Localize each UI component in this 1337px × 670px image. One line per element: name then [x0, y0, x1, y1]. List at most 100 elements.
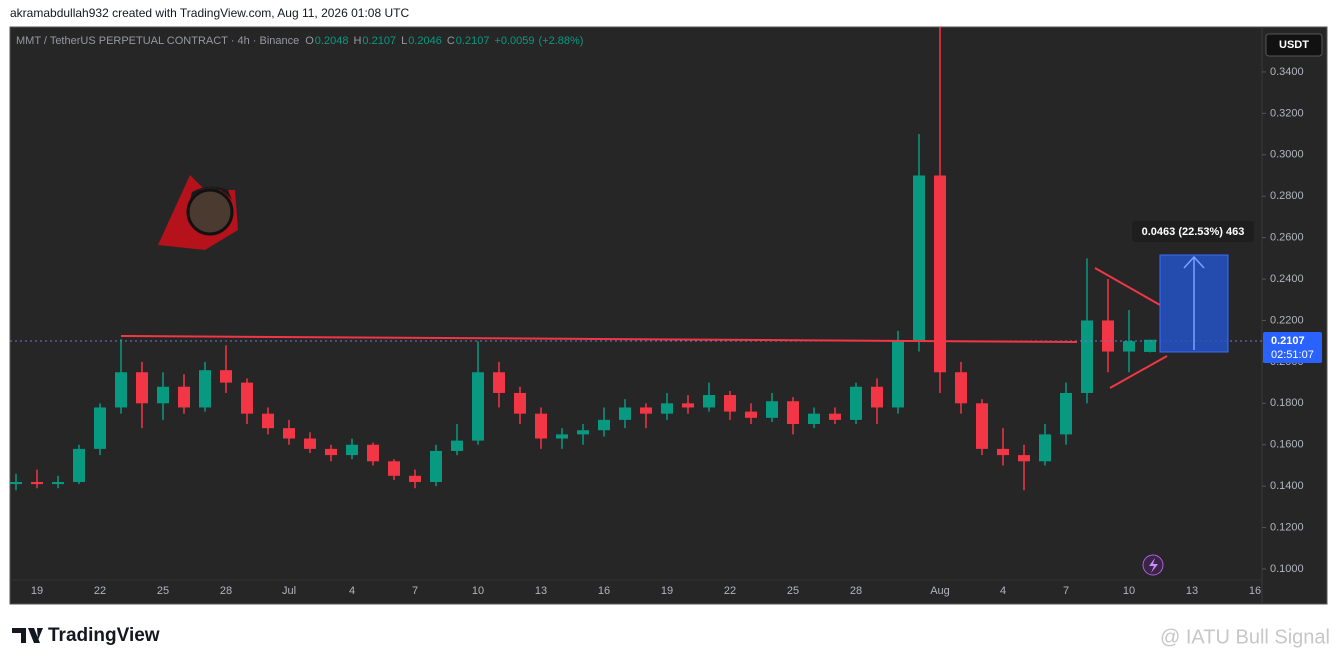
candle-body: [178, 386, 190, 408]
triangle-lower: [1109, 355, 1168, 389]
measure-label: 0.0463 (22.53%) 463: [1142, 226, 1245, 238]
candle-body: [850, 386, 862, 420]
x-tick-label: 7: [412, 585, 418, 597]
y-tick-label: 0.1800: [1270, 397, 1304, 409]
symbol: MMT / TetherUS PERPETUAL CONTRACT · 4h ·…: [16, 35, 299, 47]
candle-body: [388, 461, 400, 476]
y-tick-label: 0.1200: [1270, 521, 1304, 533]
legend-key: H: [353, 35, 361, 47]
x-axis: 19 22 25 28 Jul 4 7 10 13 16 19 22 25 28 Aug 4 7 10 13 16: [31, 585, 1261, 597]
legend-change-pct: (+2.88%): [539, 35, 584, 47]
candles: [10, 26, 1156, 491]
x-tick-label: 10: [472, 585, 484, 597]
triangle-upper: [1094, 267, 1161, 306]
x-tick-label: 19: [661, 585, 673, 597]
candle-body: [1081, 320, 1093, 393]
candle-body: [724, 395, 736, 412]
candle-body: [829, 413, 841, 420]
x-tick-label: 16: [1249, 585, 1261, 597]
candle-body: [241, 382, 253, 414]
currency-box[interactable]: [1265, 33, 1323, 57]
candle-body: [367, 444, 379, 462]
candle-body: [598, 419, 610, 431]
candle-body: [304, 438, 316, 449]
countdown: 02:51:07: [1271, 349, 1314, 361]
candle-body: [136, 372, 148, 404]
y-tick-label: 0.2800: [1270, 190, 1304, 202]
legend-change: +0.0059: [494, 35, 534, 47]
candle-body: [766, 401, 778, 418]
candle-body: [892, 341, 904, 408]
candle-body: [661, 403, 673, 414]
x-tick-label: Aug: [930, 585, 950, 597]
candle-body: [1123, 341, 1135, 352]
x-tick-label: 22: [724, 585, 736, 597]
legend-key: L: [401, 35, 407, 47]
candle-body: [703, 395, 715, 408]
candle-body: [430, 450, 442, 483]
price-tag: [1263, 332, 1322, 363]
y-axis: 0.10000.12000.14000.16000.18000.20000.22…: [1262, 66, 1304, 575]
candle-body: [808, 413, 820, 425]
candle-body: [94, 407, 106, 449]
candle-body: [409, 475, 421, 483]
legend-value: 0.2107: [456, 35, 490, 47]
candle-body: [73, 448, 85, 483]
y-tick-label: 0.2200: [1270, 314, 1304, 326]
candle-body: [955, 372, 967, 404]
credit: akramabdullah932 created with TradingVie…: [10, 6, 409, 20]
candle-body: [472, 372, 484, 441]
candle-body: [10, 482, 22, 485]
legend-value: 0.2107: [362, 35, 396, 47]
avatar-logo: [158, 175, 238, 250]
y-tick-label: 0.1000: [1270, 563, 1304, 575]
x-tick-label: Jul: [282, 585, 296, 597]
candle-body: [997, 448, 1009, 456]
x-tick-label: 28: [850, 585, 862, 597]
candle-body: [1039, 434, 1051, 462]
lightning-bolt: [1149, 558, 1158, 573]
logo-hair: [190, 186, 232, 200]
candle-body: [220, 370, 232, 383]
candle-body: [787, 401, 799, 425]
x-tick-label: 28: [220, 585, 232, 597]
watermark: @ IATU Bull Signal: [1160, 626, 1330, 648]
candle-body: [1144, 339, 1156, 352]
currency[interactable]: USDT: [1279, 39, 1309, 51]
candle-body: [1102, 320, 1114, 352]
measure-tag: [1132, 221, 1254, 242]
candle-body: [514, 392, 526, 414]
y-tick-label: 0.1400: [1270, 480, 1304, 492]
logo-face: [186, 188, 234, 236]
drawings: 0.0463 (22.53%) 463: [10, 221, 1262, 389]
legend: MMT / TetherUS PERPETUAL CONTRACT · 4h ·…: [16, 35, 583, 47]
candle-body: [913, 175, 925, 342]
x-tick-label: 10: [1123, 585, 1135, 597]
brand-name: TradingView: [48, 625, 160, 646]
candle-body: [934, 175, 946, 373]
candle-body: [556, 434, 568, 439]
brand: TradingView: [12, 625, 160, 646]
resistance-line: [120, 335, 1078, 343]
candle-body: [451, 440, 463, 451]
legend-key: C: [447, 35, 455, 47]
candle-body: [745, 411, 757, 418]
y-tick-label: 0.3000: [1270, 149, 1304, 161]
candle-body: [346, 444, 358, 456]
candle-body: [1060, 392, 1072, 435]
y-tick-label: 0.3200: [1270, 107, 1304, 119]
candle-body: [325, 448, 337, 456]
legend-key: O: [305, 35, 314, 47]
candle-body: [52, 482, 64, 485]
candle-body: [640, 407, 652, 414]
candle-body: [535, 413, 547, 439]
candle-body: [262, 413, 274, 429]
x-tick-label: 4: [349, 585, 355, 597]
legend-value: 0.2048: [315, 35, 349, 47]
measure-arrowhead: [1183, 255, 1205, 269]
x-tick-label: 4: [1000, 585, 1006, 597]
candle-body: [871, 386, 883, 408]
y-tick-label: 0.2600: [1270, 232, 1304, 244]
x-tick-label: 25: [787, 585, 799, 597]
